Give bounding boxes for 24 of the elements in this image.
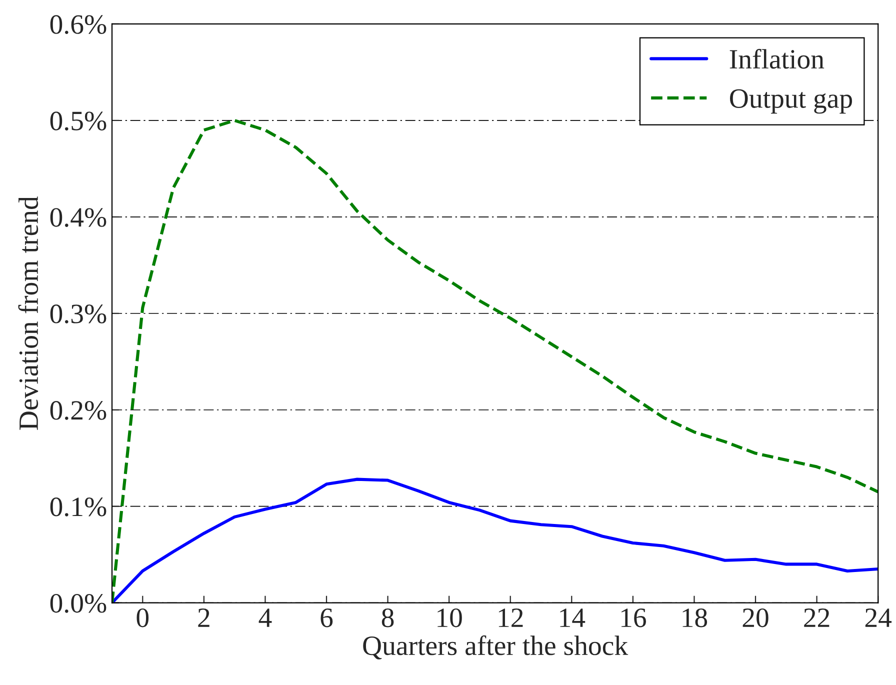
y-tick-label: 0.0% <box>50 594 106 613</box>
y-tick-label: 0.4% <box>50 208 106 227</box>
y-tick-label: 0.3% <box>50 304 106 324</box>
x-tick-label: 16 <box>621 608 646 628</box>
legend-label: Output gap <box>730 89 852 114</box>
y-tick-label: 0.2% <box>50 401 106 420</box>
x-axis-title: Quarters after the shock <box>363 635 628 660</box>
y-tick-label: 0.6% <box>50 15 106 34</box>
x-tick-label: 18 <box>682 608 708 628</box>
y-axis-title: Deviation from trend <box>18 196 38 430</box>
y-tick-label: 0.1% <box>50 497 106 516</box>
x-tick-label: 2 <box>198 608 210 627</box>
x-tick-label: 10 <box>438 608 462 628</box>
x-tick-label: 22 <box>804 608 830 627</box>
x-tick-label: 20 <box>742 608 768 628</box>
x-tick-label: 6 <box>320 608 333 628</box>
y-tick-label: 0.5% <box>50 112 106 130</box>
x-tick-label: 0 <box>136 608 149 628</box>
x-tick-label: 14 <box>560 608 586 627</box>
x-tick-label: 4 <box>258 608 272 627</box>
x-tick-label: 8 <box>382 608 394 628</box>
legend-label: Inflation <box>730 48 824 69</box>
x-tick-label: 24 <box>865 608 892 627</box>
x-tick-label: 12 <box>498 608 523 627</box>
